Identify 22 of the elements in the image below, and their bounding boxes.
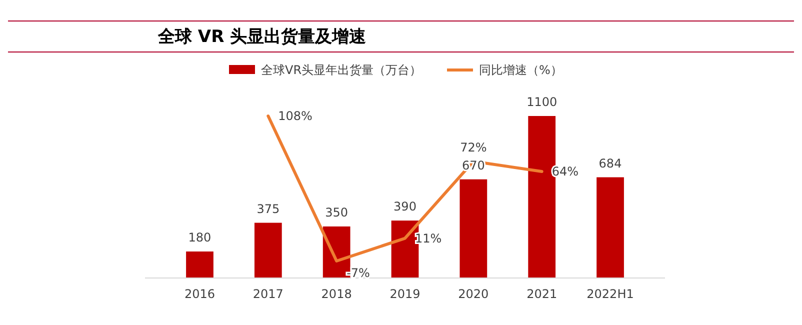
x-tick-label: 2022H1 <box>586 287 634 301</box>
data-label: 180 <box>188 230 212 244</box>
data-label: 108% <box>278 109 312 123</box>
x-tick-label: 2017 <box>252 287 284 301</box>
data-label: 1100 <box>526 95 558 109</box>
bar <box>186 251 214 278</box>
data-label: 375 <box>256 202 280 216</box>
x-tick-label: 2020 <box>458 287 489 301</box>
bar <box>596 177 624 278</box>
legend-label: 全球VR头显年出货量（万台） <box>261 63 422 77</box>
x-tick-label: 2018 <box>321 287 352 301</box>
data-label: 350 <box>325 205 348 220</box>
x-tick-label: 2021 <box>526 287 558 301</box>
data-label: 390 <box>394 200 416 214</box>
bar <box>254 222 282 278</box>
x-tick-label: 2016 <box>184 287 216 301</box>
x-tick-label: 2019 <box>390 287 420 301</box>
legend-label: 同比增速（%） <box>479 63 562 77</box>
data-label: 684 <box>598 156 622 170</box>
data-label: 72% <box>460 140 487 154</box>
bar <box>460 179 488 278</box>
chart-title: 全球 VR 头显出货量及增速 <box>157 27 366 47</box>
